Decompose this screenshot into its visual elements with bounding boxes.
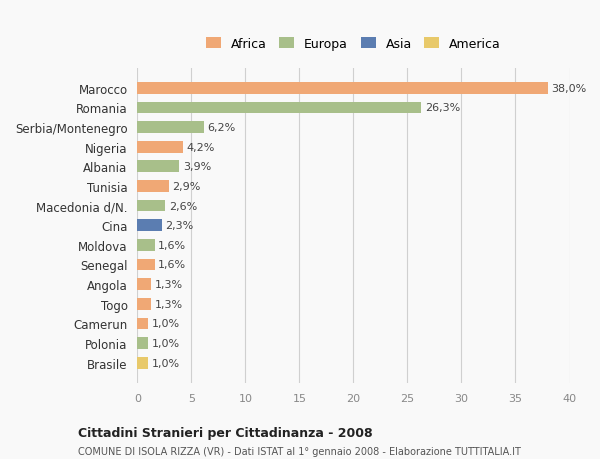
Bar <box>137 181 169 192</box>
Text: COMUNE DI ISOLA RIZZA (VR) - Dati ISTAT al 1° gennaio 2008 - Elaborazione TUTTIT: COMUNE DI ISOLA RIZZA (VR) - Dati ISTAT … <box>78 447 521 456</box>
Legend: Africa, Europa, Asia, America: Africa, Europa, Asia, America <box>202 34 505 54</box>
Bar <box>137 318 148 330</box>
Bar <box>137 259 155 271</box>
Bar <box>137 298 151 310</box>
Bar <box>137 102 421 114</box>
Text: 2,6%: 2,6% <box>169 201 197 211</box>
Bar <box>137 83 548 95</box>
Bar <box>137 122 205 134</box>
Text: 1,0%: 1,0% <box>151 338 179 348</box>
Bar <box>137 141 183 153</box>
Text: 2,3%: 2,3% <box>166 221 194 231</box>
Bar <box>137 200 166 212</box>
Text: 1,6%: 1,6% <box>158 260 186 270</box>
Bar <box>137 337 148 349</box>
Text: 6,2%: 6,2% <box>208 123 236 133</box>
Bar <box>137 279 151 291</box>
Text: 38,0%: 38,0% <box>551 84 586 94</box>
Bar <box>137 161 179 173</box>
Bar <box>137 357 148 369</box>
Bar <box>137 220 162 232</box>
Text: Cittadini Stranieri per Cittadinanza - 2008: Cittadini Stranieri per Cittadinanza - 2… <box>78 426 373 439</box>
Text: 1,3%: 1,3% <box>155 299 183 309</box>
Bar <box>137 240 155 251</box>
Text: 4,2%: 4,2% <box>186 142 214 152</box>
Text: 1,0%: 1,0% <box>151 319 179 329</box>
Text: 1,0%: 1,0% <box>151 358 179 368</box>
Text: 2,9%: 2,9% <box>172 182 200 191</box>
Text: 3,9%: 3,9% <box>183 162 211 172</box>
Text: 1,6%: 1,6% <box>158 241 186 250</box>
Text: 26,3%: 26,3% <box>425 103 460 113</box>
Text: 1,3%: 1,3% <box>155 280 183 290</box>
